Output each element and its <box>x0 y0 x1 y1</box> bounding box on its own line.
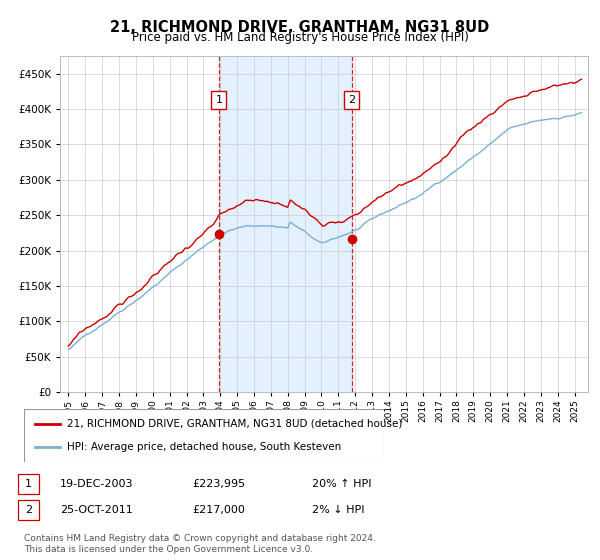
Bar <box>219 56 352 392</box>
Text: This data is licensed under the Open Government Licence v3.0.: This data is licensed under the Open Gov… <box>24 545 313 554</box>
Text: £223,995: £223,995 <box>192 479 245 489</box>
Text: 21, RICHMOND DRIVE, GRANTHAM, NG31 8UD: 21, RICHMOND DRIVE, GRANTHAM, NG31 8UD <box>110 20 490 35</box>
Text: £217,000: £217,000 <box>192 505 245 515</box>
Text: 20% ↑ HPI: 20% ↑ HPI <box>312 479 371 489</box>
FancyBboxPatch shape <box>24 409 384 462</box>
Text: 25-OCT-2011: 25-OCT-2011 <box>60 505 133 515</box>
Text: Price paid vs. HM Land Registry's House Price Index (HPI): Price paid vs. HM Land Registry's House … <box>131 31 469 44</box>
Text: 21, RICHMOND DRIVE, GRANTHAM, NG31 8UD (detached house): 21, RICHMOND DRIVE, GRANTHAM, NG31 8UD (… <box>67 419 403 429</box>
Text: 2: 2 <box>25 505 32 515</box>
Text: 1: 1 <box>25 479 32 489</box>
Text: HPI: Average price, detached house, South Kesteven: HPI: Average price, detached house, Sout… <box>67 442 341 452</box>
Text: Contains HM Land Registry data © Crown copyright and database right 2024.: Contains HM Land Registry data © Crown c… <box>24 534 376 543</box>
Text: 1: 1 <box>215 95 223 105</box>
Text: 19-DEC-2003: 19-DEC-2003 <box>60 479 133 489</box>
Text: 2: 2 <box>348 95 355 105</box>
Text: 2% ↓ HPI: 2% ↓ HPI <box>312 505 365 515</box>
